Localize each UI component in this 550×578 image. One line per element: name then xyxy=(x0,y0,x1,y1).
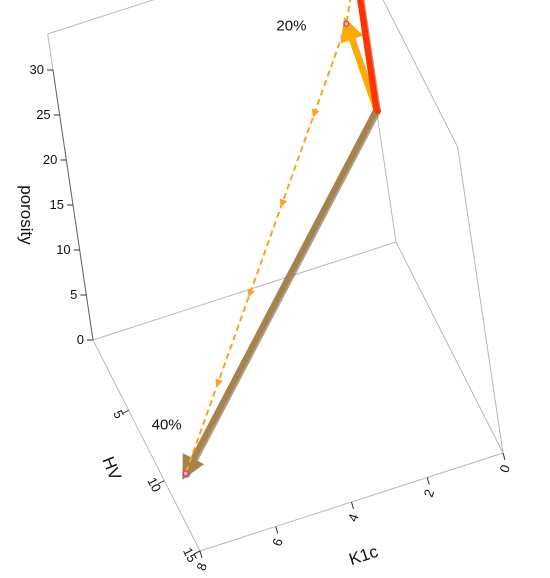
dashed-path-20-to-40-arrowhead xyxy=(311,108,320,118)
k1c-tick-label: 6 xyxy=(269,536,286,548)
hv-tick-label: 10 xyxy=(144,475,164,495)
dashed-path-20-to-40-arrowhead xyxy=(279,198,288,208)
k1c-axis-title: K1c xyxy=(347,542,381,569)
porosity-tick-label: 30 xyxy=(30,62,44,77)
k1c-tick-mark xyxy=(199,550,203,559)
porosity-tick-label: 20 xyxy=(43,152,57,167)
dashed-path-20-to-40-arrowhead xyxy=(215,378,223,388)
back-wall-bottom-edge xyxy=(92,241,397,341)
hv-tick-mark xyxy=(193,550,201,555)
right-wall-top-edge xyxy=(382,0,459,148)
point-marker-40-percent xyxy=(182,470,189,477)
k1c-tick-mark xyxy=(426,477,430,485)
hv-tick-mark xyxy=(122,409,129,414)
right-wall-front-edge xyxy=(457,146,504,454)
hv-axis-line xyxy=(92,339,201,552)
k1c-tick-label: 4 xyxy=(345,512,362,524)
arrow-40-percent xyxy=(182,106,380,480)
hv-axis-title: HV xyxy=(98,454,125,484)
porosity-tick-label: 15 xyxy=(50,197,64,212)
k1c-tick-label: 8 xyxy=(193,561,210,573)
porosity-tick-label: 5 xyxy=(70,287,77,302)
right-wall-bottom-edge xyxy=(395,241,504,454)
back-wall-top-edge xyxy=(47,0,155,35)
porosity-axis-title: porosity xyxy=(17,185,36,245)
hv-tick-label: 15 xyxy=(180,545,200,565)
dashed-path-20-to-40-arrowhead xyxy=(247,288,256,298)
dashed-path-0-to-20 xyxy=(345,0,352,24)
point-marker-20-percent xyxy=(343,20,350,27)
k1c-tick-mark xyxy=(502,452,506,461)
dashed-path-20-to-40 xyxy=(184,23,348,474)
label-40-percent: 40% xyxy=(152,416,182,433)
arrow-0-percent xyxy=(357,0,380,113)
k1c-tick-mark xyxy=(275,526,279,534)
hv-tick-label: 5 xyxy=(110,408,127,421)
porosity-tick-label: 10 xyxy=(56,242,70,257)
porosity-tick-label: 25 xyxy=(36,107,50,122)
k1c-tick-mark xyxy=(351,501,354,510)
k1c-tick-label: 2 xyxy=(421,487,438,499)
label-20-percent: 20% xyxy=(276,18,306,35)
k1c-tick-label: 0 xyxy=(496,463,513,475)
hv-tick-mark xyxy=(158,480,165,485)
porosity-tick-label: 0 xyxy=(77,332,84,347)
